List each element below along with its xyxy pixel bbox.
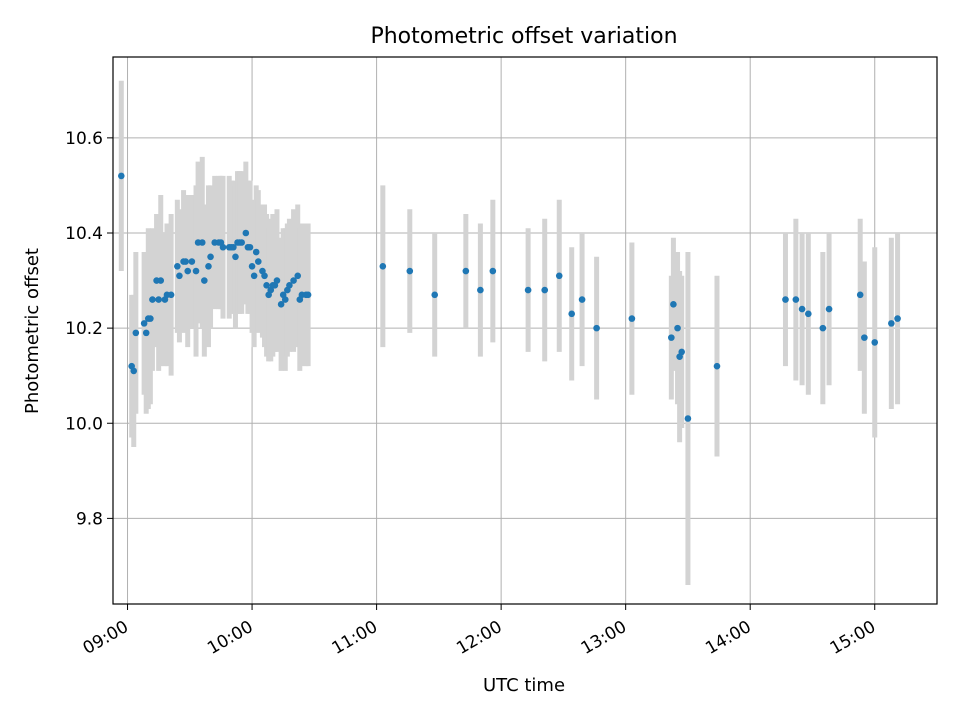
data-point <box>805 310 812 318</box>
data-point <box>263 282 270 289</box>
data-point <box>252 248 260 256</box>
data-point <box>888 320 895 327</box>
data-point <box>238 239 245 246</box>
data-point <box>250 272 258 280</box>
data-point <box>118 172 125 180</box>
data-point <box>132 329 140 337</box>
data-point <box>286 282 293 289</box>
data-point <box>149 296 156 303</box>
data-point <box>406 267 414 275</box>
data-point <box>524 286 532 294</box>
data-point <box>176 272 183 280</box>
y-tick-label: 9.8 <box>76 509 103 529</box>
grid-lines <box>113 57 937 604</box>
data-point <box>489 267 497 275</box>
data-point <box>628 315 636 322</box>
data-point <box>684 415 692 422</box>
data-point <box>174 262 181 270</box>
y-tick-label: 10.2 <box>65 319 103 339</box>
y-axis-ticks: 9.8 10.0 10.2 10.4 10.6 <box>65 129 113 529</box>
data-point <box>277 301 285 308</box>
data-point <box>147 315 154 322</box>
x-tick-label: 15:00 <box>827 617 879 659</box>
x-tick-label: 09:00 <box>80 617 132 659</box>
data-point <box>674 324 681 332</box>
data-point <box>142 329 150 337</box>
x-tick-label: 12:00 <box>453 617 505 659</box>
y-axis-label: Photometric offset <box>22 248 43 414</box>
data-point <box>819 324 827 332</box>
data-point <box>130 367 138 375</box>
data-point <box>379 262 387 270</box>
data-point <box>856 291 864 299</box>
data-point <box>578 296 586 303</box>
data-point <box>431 291 439 299</box>
y-tick-label: 10.0 <box>65 414 103 434</box>
data-point <box>167 291 175 299</box>
data-point <box>541 286 549 294</box>
y-tick-label: 10.4 <box>65 224 103 244</box>
data-point <box>188 258 196 265</box>
data-point <box>232 253 239 261</box>
data-point <box>140 320 148 327</box>
data-points <box>118 172 901 422</box>
data-point <box>242 229 250 237</box>
data-point <box>825 305 833 313</box>
data-point <box>568 310 576 318</box>
data-point <box>205 262 212 270</box>
x-tick-label: 13:00 <box>578 617 630 659</box>
data-point <box>192 267 200 275</box>
data-point <box>155 296 162 303</box>
x-tick-label: 10:00 <box>204 617 256 659</box>
data-point <box>184 267 192 275</box>
data-point <box>782 296 789 303</box>
data-point <box>477 286 484 294</box>
data-point <box>281 296 289 303</box>
x-axis-ticks: 09:00 10:00 11:00 12:00 13:00 14:00 15:00 <box>80 604 879 659</box>
x-tick-label: 11:00 <box>329 617 381 659</box>
data-point <box>201 277 208 284</box>
data-point <box>713 362 721 370</box>
data-point <box>182 258 189 265</box>
data-point <box>593 324 600 332</box>
data-point <box>198 239 206 246</box>
data-point <box>304 291 312 299</box>
data-point <box>207 253 214 261</box>
data-point <box>248 262 256 270</box>
data-point <box>157 277 165 284</box>
data-point <box>261 272 268 280</box>
data-point <box>462 267 470 275</box>
x-tick-label: 14:00 <box>702 617 754 659</box>
y-tick-label: 10.6 <box>65 129 103 149</box>
x-axis-label: UTC time <box>483 675 565 696</box>
data-point <box>792 296 800 303</box>
data-point <box>246 243 254 251</box>
data-point <box>678 348 686 356</box>
plot-frame <box>112 56 938 605</box>
data-point <box>668 334 675 341</box>
data-point <box>798 305 806 313</box>
data-point <box>219 243 227 251</box>
data-point <box>871 339 879 346</box>
data-point <box>294 272 302 280</box>
data-point <box>670 301 677 308</box>
data-point <box>861 334 868 341</box>
chart-title: Photometric offset variation <box>370 24 677 49</box>
data-point <box>254 258 262 265</box>
data-point <box>273 277 281 284</box>
error-bars <box>118 80 901 585</box>
data-point <box>894 315 901 322</box>
data-point <box>555 272 563 280</box>
data-point <box>290 277 297 284</box>
data-point <box>230 243 237 251</box>
